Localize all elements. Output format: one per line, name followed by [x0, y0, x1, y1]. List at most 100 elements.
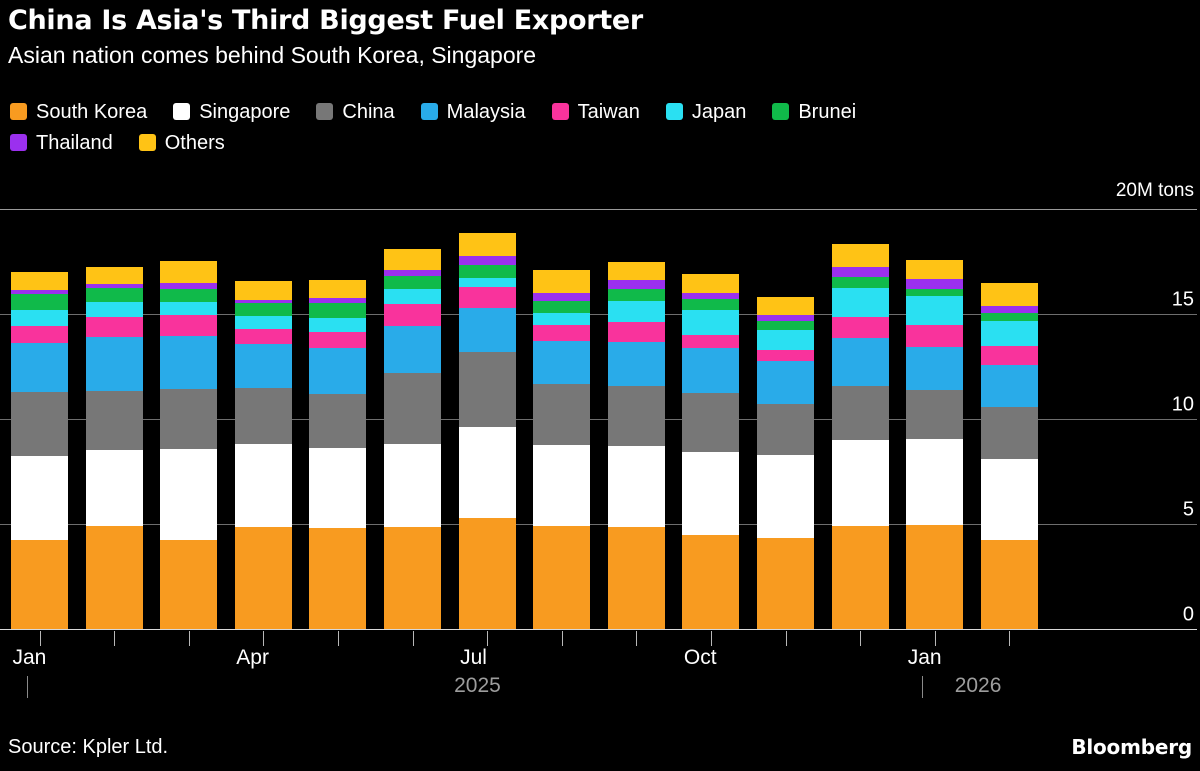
bar-oct-2025[interactable]: [682, 274, 740, 629]
bar-jan-2026[interactable]: [906, 260, 964, 629]
bar-jun-2025[interactable]: [384, 248, 441, 629]
legend-label-south_korea: South Korea: [36, 100, 148, 123]
bar-segment-south-korea: [384, 526, 441, 629]
bar-feb-2025[interactable]: [85, 267, 143, 629]
bar-segment-singapore: [831, 440, 889, 527]
x-axis-tick-6: [487, 631, 489, 646]
bar-segment-thailand: [980, 306, 1038, 313]
legend-swatch-thailand-icon: [10, 134, 27, 151]
bar-segment-thailand: [831, 266, 889, 278]
bar-segment-taiwan: [607, 321, 665, 342]
page-subtitle: Asian nation comes behind South Korea, S…: [8, 42, 537, 68]
bar-segment-brunei: [11, 294, 68, 311]
bar-segment-japan: [384, 289, 441, 304]
bar-apr-2025[interactable]: [234, 281, 292, 629]
bar-may-2025[interactable]: [309, 280, 367, 629]
bar-segment-japan: [234, 315, 292, 329]
legend-item-singapore[interactable]: Singapore: [173, 102, 290, 122]
x-axis-label-apr-1: Apr: [236, 646, 269, 669]
chart-header: China Is Asia's Third Biggest Fuel Expor…: [8, 0, 1192, 70]
bar-segment-thailand: [309, 298, 367, 304]
x-axis-tick-11: [860, 631, 862, 646]
legend-item-south_korea[interactable]: South Korea: [10, 102, 147, 122]
bar-sep-2025[interactable]: [607, 261, 665, 629]
bar-segment-malaysia: [980, 364, 1038, 407]
bar-segment-thailand: [906, 278, 964, 290]
bar-segment-thailand: [533, 293, 591, 302]
bar-segment-malaysia: [906, 346, 964, 391]
legend-swatch-japan-icon: [665, 103, 683, 120]
legend-swatch-others-icon: [138, 134, 156, 151]
bar-segment-others: [11, 272, 68, 291]
gridline-20: [0, 209, 1197, 210]
bar-segment-taiwan: [309, 332, 367, 349]
bar-segment-brunei: [682, 299, 740, 311]
bar-segment-china: [384, 373, 441, 444]
bar-segment-japan: [757, 330, 814, 351]
bar-segment-taiwan: [757, 350, 814, 362]
legend-swatch-taiwan-icon: [551, 103, 569, 120]
legend-item-malaysia[interactable]: Malaysia: [420, 102, 526, 122]
bar-segment-singapore: [682, 451, 740, 535]
legend-item-china[interactable]: China: [316, 102, 395, 122]
bar-segment-china: [309, 394, 367, 448]
bar-segment-china: [757, 404, 814, 456]
bar-aug-2025[interactable]: [533, 270, 591, 629]
bar-segment-malaysia: [85, 337, 143, 392]
bar-segment-malaysia: [682, 348, 740, 393]
bar-jul-2025[interactable]: [458, 232, 516, 629]
bar-nov-2025[interactable]: [757, 297, 814, 629]
legend-label-brunei: Brunei: [798, 100, 857, 123]
bar-segment-taiwan: [11, 325, 68, 343]
bar-segment-others: [458, 232, 516, 256]
bar-segment-taiwan: [458, 286, 516, 308]
bar-segment-malaysia: [533, 341, 591, 385]
bar-segment-china: [682, 392, 740, 452]
legend-item-japan[interactable]: Japan: [665, 102, 746, 122]
y-axis-tick-label-10: 10: [1171, 393, 1194, 416]
bar-segment-singapore: [906, 438, 964, 526]
legend-item-brunei[interactable]: Brunei: [772, 102, 856, 122]
x-axis-tick-12: [934, 631, 936, 646]
bar-feb-2026[interactable]: [980, 282, 1038, 629]
bar-segment-brunei: [906, 289, 964, 296]
bar-segment-china: [160, 388, 218, 450]
x-axis-label-jan-0: Jan: [12, 646, 47, 669]
legend-label-thailand: Thailand: [36, 131, 113, 154]
bar-segment-singapore: [607, 445, 665, 527]
x-axis-label-jul-2: Jul: [460, 646, 487, 669]
bar-segment-thailand: [757, 315, 814, 322]
bar-segment-japan: [160, 302, 218, 316]
bar-segment-malaysia: [831, 337, 889, 387]
bar-segment-malaysia: [160, 336, 218, 389]
bar-segment-others: [160, 260, 218, 283]
bar-segment-others: [682, 274, 740, 293]
year-boundary-tick-1: [921, 676, 923, 698]
bar-segment-thailand: [607, 279, 665, 289]
bar-jan-2025[interactable]: [11, 272, 68, 629]
bar-segment-taiwan: [980, 345, 1038, 365]
bar-dec-2025[interactable]: [831, 243, 889, 629]
y-axis-tick-label-0: 0: [1182, 603, 1194, 626]
legend-item-thailand[interactable]: Thailand: [10, 133, 113, 153]
chart-legend: South Korea Singapore China Malaysia Taiwan J…: [10, 96, 1194, 158]
x-axis-tick-8: [636, 631, 638, 646]
bar-segment-malaysia: [11, 343, 68, 392]
legend-item-others[interactable]: Others: [138, 133, 225, 153]
bar-segment-brunei: [234, 302, 292, 316]
chart-footer: Source: Kpler Ltd. Bloomberg: [8, 729, 1192, 759]
bar-segment-south-korea: [11, 539, 68, 629]
bar-segment-south-korea: [160, 539, 218, 629]
bar-mar-2025[interactable]: [160, 260, 218, 629]
bar-segment-china: [607, 385, 665, 446]
bar-segment-japan: [85, 302, 143, 318]
y-axis-tick-label-15: 15: [1171, 288, 1194, 311]
bloomberg-logo: Bloomberg: [1071, 735, 1192, 759]
legend-item-taiwan[interactable]: Taiwan: [551, 102, 640, 122]
legend-swatch-malaysia-icon: [420, 103, 438, 120]
bar-segment-china: [831, 386, 889, 440]
bar-segment-singapore: [533, 445, 591, 527]
bar-segment-brunei: [458, 264, 516, 278]
bar-segment-japan: [309, 318, 367, 333]
